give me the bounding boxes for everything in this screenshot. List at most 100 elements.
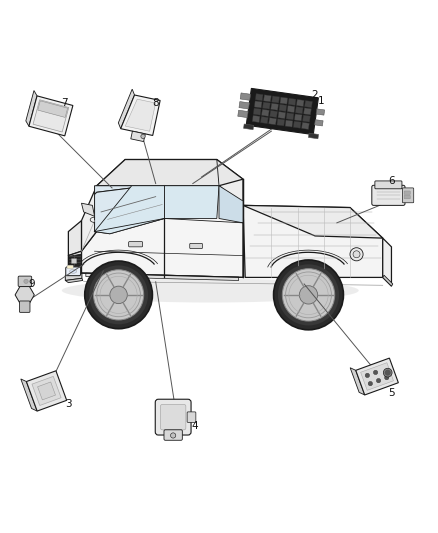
Polygon shape — [383, 275, 393, 286]
Polygon shape — [308, 133, 318, 139]
Circle shape — [376, 378, 381, 383]
Polygon shape — [32, 376, 61, 406]
Polygon shape — [81, 203, 95, 216]
Polygon shape — [297, 100, 304, 107]
Text: 2: 2 — [312, 90, 318, 100]
Ellipse shape — [299, 286, 318, 304]
Polygon shape — [219, 185, 243, 223]
FancyBboxPatch shape — [18, 276, 32, 287]
Polygon shape — [304, 108, 311, 115]
FancyBboxPatch shape — [372, 185, 405, 205]
Ellipse shape — [283, 269, 335, 321]
Polygon shape — [301, 122, 309, 130]
Polygon shape — [252, 115, 260, 123]
Polygon shape — [97, 159, 243, 205]
Ellipse shape — [85, 261, 152, 329]
Polygon shape — [243, 205, 383, 238]
Polygon shape — [38, 382, 56, 400]
Polygon shape — [81, 185, 132, 251]
Polygon shape — [95, 185, 132, 195]
FancyBboxPatch shape — [19, 301, 30, 312]
Polygon shape — [261, 109, 269, 116]
Polygon shape — [33, 100, 69, 132]
Polygon shape — [280, 97, 288, 104]
Polygon shape — [164, 185, 219, 219]
Circle shape — [170, 433, 176, 438]
Polygon shape — [360, 363, 393, 390]
Ellipse shape — [70, 269, 77, 273]
Polygon shape — [277, 119, 285, 126]
Polygon shape — [270, 110, 277, 117]
FancyBboxPatch shape — [155, 399, 191, 435]
Polygon shape — [118, 89, 134, 128]
Polygon shape — [38, 101, 67, 117]
Circle shape — [350, 248, 363, 261]
FancyBboxPatch shape — [164, 430, 182, 440]
Polygon shape — [268, 118, 276, 125]
Circle shape — [24, 279, 28, 284]
Polygon shape — [240, 93, 251, 100]
FancyBboxPatch shape — [404, 195, 410, 199]
Polygon shape — [303, 115, 310, 122]
Polygon shape — [314, 120, 323, 126]
Polygon shape — [295, 107, 303, 114]
FancyBboxPatch shape — [375, 181, 402, 189]
Polygon shape — [272, 96, 279, 103]
Polygon shape — [29, 96, 73, 136]
Polygon shape — [356, 358, 398, 395]
Text: 4: 4 — [192, 421, 198, 431]
Polygon shape — [279, 104, 287, 111]
Polygon shape — [68, 221, 81, 256]
Polygon shape — [86, 273, 239, 280]
Polygon shape — [304, 101, 312, 108]
FancyBboxPatch shape — [187, 412, 196, 422]
Polygon shape — [383, 238, 392, 286]
Polygon shape — [26, 371, 67, 411]
Text: 3: 3 — [65, 399, 72, 409]
Polygon shape — [239, 102, 249, 109]
Polygon shape — [294, 114, 302, 121]
Polygon shape — [286, 113, 294, 120]
FancyBboxPatch shape — [160, 405, 186, 430]
Circle shape — [383, 368, 392, 377]
Text: 7: 7 — [61, 98, 67, 108]
Polygon shape — [264, 95, 271, 102]
Polygon shape — [255, 94, 263, 101]
Polygon shape — [253, 108, 261, 115]
Polygon shape — [95, 185, 164, 234]
Circle shape — [141, 134, 145, 139]
FancyBboxPatch shape — [67, 265, 73, 269]
Text: 5: 5 — [388, 388, 395, 398]
Polygon shape — [271, 103, 279, 110]
Polygon shape — [254, 101, 262, 108]
Polygon shape — [131, 131, 145, 142]
Polygon shape — [350, 368, 365, 395]
Polygon shape — [65, 273, 82, 280]
FancyBboxPatch shape — [66, 267, 81, 276]
Ellipse shape — [89, 265, 148, 325]
Polygon shape — [287, 106, 295, 112]
Polygon shape — [244, 124, 254, 130]
FancyBboxPatch shape — [71, 259, 77, 263]
FancyBboxPatch shape — [129, 241, 143, 247]
FancyBboxPatch shape — [403, 188, 414, 203]
Polygon shape — [262, 102, 270, 109]
Text: 9: 9 — [28, 279, 35, 289]
Polygon shape — [21, 379, 37, 411]
Polygon shape — [293, 121, 301, 128]
Polygon shape — [125, 99, 155, 131]
Polygon shape — [288, 98, 296, 106]
Polygon shape — [238, 110, 248, 118]
Ellipse shape — [62, 279, 359, 303]
Circle shape — [385, 369, 391, 376]
Text: 6: 6 — [388, 176, 395, 187]
FancyBboxPatch shape — [190, 244, 202, 248]
Polygon shape — [316, 109, 325, 115]
Polygon shape — [278, 111, 286, 119]
Ellipse shape — [93, 270, 144, 320]
Polygon shape — [243, 205, 383, 277]
Circle shape — [353, 251, 360, 258]
Polygon shape — [261, 117, 268, 124]
Circle shape — [385, 375, 389, 380]
Polygon shape — [26, 91, 37, 126]
